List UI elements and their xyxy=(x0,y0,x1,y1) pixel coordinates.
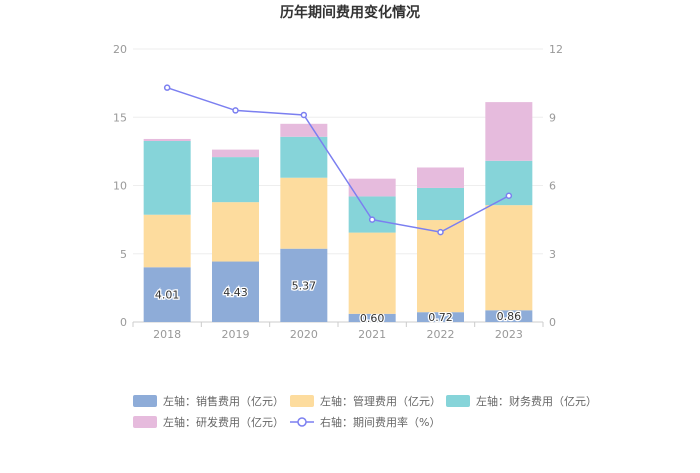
line-point xyxy=(163,84,171,91)
right-tick-label: 9 xyxy=(549,111,556,124)
legend: 左轴：销售费用（亿元） 左轴：管理费用（亿元） 左轴：财务费用（亿元） 左轴：研发费用… xyxy=(133,394,597,429)
bar-segment xyxy=(417,187,464,221)
bars: 4.01 4.43 5.37 0.60 0.72 0.86 xyxy=(143,102,533,326)
bar-segment xyxy=(212,149,259,158)
bar-segment xyxy=(417,167,464,188)
line-point xyxy=(300,111,308,119)
legend-label: 左轴：销售费用（亿元） xyxy=(163,394,284,408)
legend-label: 左轴：财务费用（亿元） xyxy=(476,394,597,408)
legend-label: 左轴：管理费用（亿元） xyxy=(320,394,441,408)
left-tick-label: 0 xyxy=(120,316,127,329)
x-tick-label: 2019 xyxy=(222,328,250,341)
x-tick-label: 2020 xyxy=(290,328,318,341)
bar-segment xyxy=(143,214,191,268)
left-tick-label: 5 xyxy=(120,248,127,261)
bar-segment xyxy=(417,312,464,322)
bar-segment xyxy=(348,196,396,233)
bar-segment xyxy=(348,232,396,314)
legend-swatch xyxy=(133,395,157,407)
x-tick-label: 2022 xyxy=(427,328,455,341)
expense-rate-line xyxy=(163,84,513,236)
bar-segment xyxy=(212,202,259,262)
left-tick-label: 20 xyxy=(113,43,127,56)
bar-segment xyxy=(143,141,191,215)
bar-data-label: 4.43 xyxy=(223,286,248,299)
gridlines xyxy=(133,48,543,323)
bar-segment xyxy=(280,136,328,178)
bar-data-label: 4.01 xyxy=(155,289,180,302)
left-tick-label: 15 xyxy=(113,111,127,124)
bar-segment xyxy=(280,248,328,322)
legend-swatch xyxy=(446,395,470,407)
bar-data-label: 0.60 xyxy=(360,312,385,325)
right-tick-label: 6 xyxy=(549,180,556,193)
bar-segment xyxy=(348,178,396,197)
x-tick-label: 2021 xyxy=(358,328,386,341)
bar-segment xyxy=(212,261,259,322)
bar-segment xyxy=(417,220,464,313)
line-point xyxy=(505,192,513,199)
legend-label: 右轴：期间费用率（%） xyxy=(320,415,440,429)
legend-label: 左轴：研发费用（亿元） xyxy=(163,415,284,429)
legend-swatch xyxy=(133,416,157,428)
bar-segment xyxy=(143,267,191,322)
line-point xyxy=(368,216,376,223)
x-axis-ticks: 2018 2019 2020 2021 2022 2023 xyxy=(132,322,544,341)
right-tick-label: 0 xyxy=(549,316,556,329)
left-tick-label: 10 xyxy=(113,180,127,193)
bar-segment xyxy=(212,157,259,203)
x-tick-label: 2018 xyxy=(153,328,181,341)
bar-segment xyxy=(143,138,191,142)
legend-swatch xyxy=(290,395,314,407)
right-axis-ticks: 0 3 6 9 12 xyxy=(549,43,563,329)
bar-data-label: 0.72 xyxy=(428,311,453,324)
right-tick-label: 3 xyxy=(549,248,556,261)
bar-segment xyxy=(348,313,396,322)
bar-data-label: 5.37 xyxy=(292,279,317,292)
chart-title: 历年期间费用变化情况 xyxy=(280,4,420,21)
line-point xyxy=(437,228,444,236)
line-path xyxy=(166,86,510,233)
bar-segment xyxy=(280,123,328,137)
bar-data-label: 0.86 xyxy=(497,310,522,323)
bar-segment xyxy=(485,205,533,311)
bar-segment xyxy=(485,310,533,322)
line-point xyxy=(232,107,239,114)
right-tick-label: 12 xyxy=(549,43,563,56)
left-axis-ticks: 0 5 10 15 20 xyxy=(113,43,127,329)
bar-segment xyxy=(280,177,328,249)
bar-segment xyxy=(485,102,533,161)
x-tick-label: 2023 xyxy=(495,328,523,341)
legend-line-marker xyxy=(297,417,307,427)
